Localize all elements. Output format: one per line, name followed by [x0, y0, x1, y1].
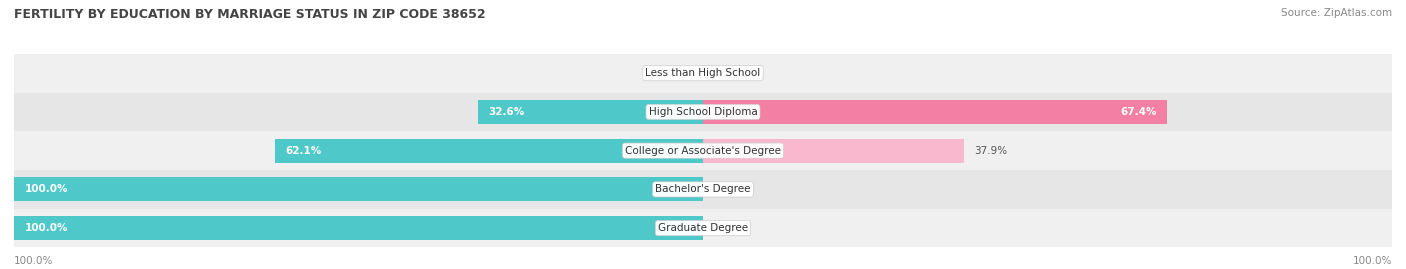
- Text: 0.0%: 0.0%: [713, 68, 740, 78]
- Bar: [14, 177, 703, 201]
- Bar: [478, 100, 703, 124]
- Text: Source: ZipAtlas.com: Source: ZipAtlas.com: [1281, 8, 1392, 18]
- Text: FERTILITY BY EDUCATION BY MARRIAGE STATUS IN ZIP CODE 38652: FERTILITY BY EDUCATION BY MARRIAGE STATU…: [14, 8, 485, 21]
- Bar: [14, 93, 1392, 131]
- Text: 0.0%: 0.0%: [713, 223, 740, 233]
- Text: 100.0%: 100.0%: [14, 256, 53, 266]
- Bar: [14, 131, 1392, 170]
- Text: College or Associate's Degree: College or Associate's Degree: [626, 146, 780, 156]
- Text: 0.0%: 0.0%: [713, 184, 740, 194]
- Bar: [14, 209, 1392, 247]
- Text: 67.4%: 67.4%: [1121, 107, 1157, 117]
- Text: 32.6%: 32.6%: [489, 107, 524, 117]
- Text: Less than High School: Less than High School: [645, 68, 761, 78]
- Bar: [14, 170, 1392, 209]
- Bar: [14, 54, 1392, 93]
- Bar: [276, 139, 703, 163]
- Text: 100.0%: 100.0%: [24, 184, 67, 194]
- Text: High School Diploma: High School Diploma: [648, 107, 758, 117]
- Text: Graduate Degree: Graduate Degree: [658, 223, 748, 233]
- Text: 100.0%: 100.0%: [24, 223, 67, 233]
- Text: Bachelor's Degree: Bachelor's Degree: [655, 184, 751, 194]
- Bar: [14, 216, 703, 240]
- Text: 62.1%: 62.1%: [285, 146, 322, 156]
- Text: 100.0%: 100.0%: [1353, 256, 1392, 266]
- Text: 0.0%: 0.0%: [666, 68, 693, 78]
- Bar: [703, 139, 965, 163]
- Text: 37.9%: 37.9%: [974, 146, 1008, 156]
- Bar: [703, 100, 1167, 124]
